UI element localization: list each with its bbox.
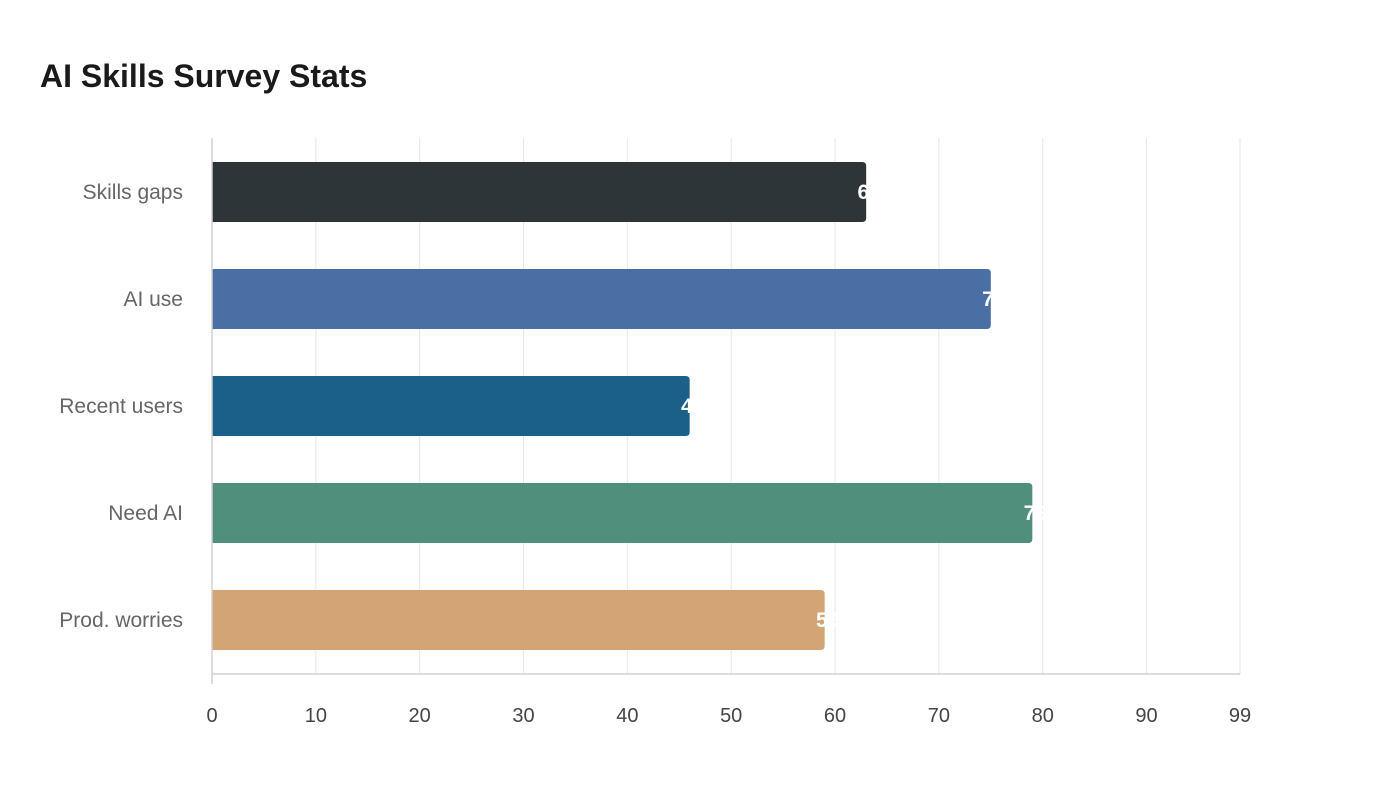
bar xyxy=(212,590,825,650)
bar xyxy=(212,269,991,329)
chart-title: AI Skills Survey Stats xyxy=(40,58,368,94)
x-tick-label: 0 xyxy=(206,705,217,727)
value-label: 79 xyxy=(1024,502,1047,525)
x-tick-label: 70 xyxy=(928,705,950,727)
x-tick-label: 60 xyxy=(824,705,846,727)
category-label: Prod. worries xyxy=(59,609,183,632)
value-label: 75 xyxy=(982,288,1006,311)
category-label: Skills gaps xyxy=(83,181,183,204)
axis-layer: 0 10 20 30 40 50 60 70 80 90 99 xyxy=(206,138,1251,727)
bar xyxy=(212,483,1033,543)
bar xyxy=(212,162,867,222)
value-label: 63 xyxy=(858,181,881,204)
bar-layer xyxy=(212,162,1033,650)
label-layer: Skills gaps 63 AI use 75 Recent users 46 Need … xyxy=(59,181,1047,632)
x-tick-label: 80 xyxy=(1032,705,1054,727)
value-label: 46 xyxy=(681,395,704,418)
value-label: 59 xyxy=(816,609,839,632)
x-tick-label: 50 xyxy=(720,705,742,727)
x-tick-label: 30 xyxy=(512,705,534,727)
category-label: Recent users xyxy=(59,395,183,418)
x-tick-label: 99 xyxy=(1229,705,1251,727)
x-tick-label: 90 xyxy=(1135,705,1157,727)
bar xyxy=(212,376,690,436)
x-tick-label: 20 xyxy=(409,705,431,727)
category-label: AI use xyxy=(123,288,183,311)
category-label: Need AI xyxy=(108,502,183,525)
x-tick-label: 10 xyxy=(305,705,327,727)
x-tick-label: 40 xyxy=(616,705,638,727)
